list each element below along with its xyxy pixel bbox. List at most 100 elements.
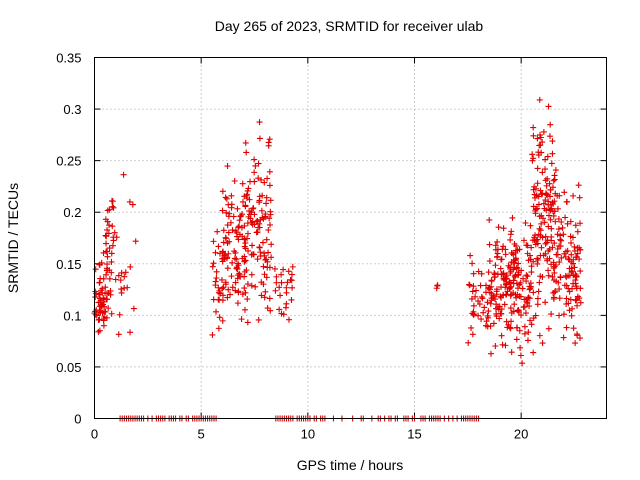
data-point xyxy=(477,282,484,289)
data-point xyxy=(560,231,567,238)
data-point xyxy=(234,266,241,273)
data-point xyxy=(261,294,268,301)
data-point xyxy=(227,291,234,298)
data-point xyxy=(547,202,554,209)
data-point xyxy=(242,240,249,247)
data-point xyxy=(103,271,110,278)
data-point xyxy=(95,291,102,298)
data-point xyxy=(258,292,265,299)
data-point xyxy=(551,294,558,301)
data-point xyxy=(503,281,510,288)
data-point xyxy=(218,276,225,283)
data-point xyxy=(106,275,113,282)
data-point xyxy=(542,299,549,306)
data-point xyxy=(542,190,549,197)
data-point xyxy=(538,220,545,227)
data-point xyxy=(251,211,258,218)
data-point xyxy=(530,289,537,296)
data-point xyxy=(547,193,554,200)
data-point xyxy=(501,301,508,308)
data-point xyxy=(574,302,581,309)
data-point xyxy=(563,295,570,302)
data-point xyxy=(235,260,242,267)
data-point xyxy=(225,229,232,236)
data-point xyxy=(532,194,539,201)
x-tick-label: 20 xyxy=(514,427,528,442)
data-point xyxy=(259,214,266,221)
data-point xyxy=(228,273,235,280)
data-point xyxy=(521,303,528,310)
data-point xyxy=(212,249,219,256)
data-point xyxy=(536,131,543,138)
data-point xyxy=(528,263,535,270)
data-point xyxy=(242,257,249,264)
data-point xyxy=(540,128,547,135)
data-point xyxy=(551,198,558,205)
x-axis-title: GPS time / hours xyxy=(297,457,404,473)
data-point xyxy=(220,227,227,234)
data-point xyxy=(540,200,547,207)
data-point xyxy=(260,263,267,270)
data-point xyxy=(258,207,265,214)
data-point xyxy=(216,250,223,257)
data-point xyxy=(517,293,524,300)
data-point xyxy=(127,263,134,270)
data-point xyxy=(250,204,257,211)
data-point xyxy=(213,268,220,275)
data-point xyxy=(536,142,543,149)
data-point xyxy=(267,307,274,314)
data-point xyxy=(491,274,498,281)
data-point xyxy=(492,342,499,349)
data-point xyxy=(132,238,139,245)
data-point xyxy=(102,232,109,239)
data-point xyxy=(487,323,494,330)
data-point xyxy=(548,160,555,167)
data-point xyxy=(255,316,262,323)
data-point xyxy=(527,222,534,229)
data-point xyxy=(537,273,544,280)
data-point xyxy=(229,227,236,234)
data-point xyxy=(271,265,278,272)
data-point xyxy=(510,280,517,287)
y-tick-label: 0.1 xyxy=(63,308,81,323)
data-point xyxy=(266,168,273,175)
data-point xyxy=(548,311,555,318)
data-point xyxy=(528,269,535,276)
data-point xyxy=(283,289,290,296)
data-point xyxy=(248,219,255,226)
data-point xyxy=(500,292,507,299)
data-point xyxy=(513,294,520,301)
data-point xyxy=(560,311,567,318)
data-point xyxy=(220,284,227,291)
data-point xyxy=(127,329,134,336)
data-point xyxy=(220,255,227,262)
data-point xyxy=(568,239,575,246)
data-point xyxy=(251,169,258,176)
data-point xyxy=(542,240,549,247)
data-point xyxy=(121,273,128,280)
data-point xyxy=(488,290,495,297)
data-point xyxy=(256,244,263,251)
data-point xyxy=(224,265,231,272)
data-point xyxy=(550,289,557,296)
data-point xyxy=(483,318,490,325)
data-point xyxy=(244,191,251,198)
data-point xyxy=(223,195,230,202)
data-point xyxy=(556,286,563,293)
data-point xyxy=(568,312,575,319)
data-point xyxy=(511,240,518,247)
data-point xyxy=(511,301,518,308)
data-point xyxy=(103,296,110,303)
data-point xyxy=(256,197,263,204)
data-point xyxy=(503,291,510,298)
data-point xyxy=(231,178,238,185)
data-point xyxy=(266,221,273,228)
data-point xyxy=(498,306,505,313)
data-point xyxy=(554,251,561,258)
data-point xyxy=(108,258,115,265)
data-point xyxy=(502,342,509,349)
data-point xyxy=(235,236,242,243)
data-point xyxy=(288,271,295,278)
data-point xyxy=(530,132,537,139)
y-tick-label: 0.25 xyxy=(56,154,81,169)
